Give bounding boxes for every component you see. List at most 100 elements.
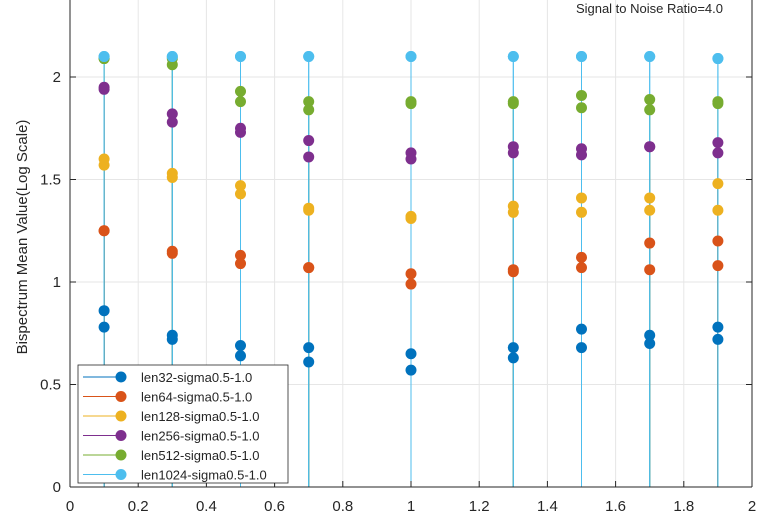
legend-item[interactable]: len64-sigma0.5-1.0 (83, 390, 252, 405)
y-tick-label: 0 (53, 479, 61, 496)
legend-box (77, 364, 289, 484)
x-tick-label: 0.2 (128, 498, 149, 515)
len128-point (235, 180, 246, 192)
len64-point (405, 268, 417, 280)
len512-point (405, 98, 417, 110)
len64-point (712, 235, 724, 247)
len128-point (235, 188, 246, 200)
len256-point (166, 108, 178, 120)
len1024-point (576, 51, 587, 62)
len32-point (405, 348, 417, 360)
legend-marker-icon (115, 371, 127, 383)
x-tick-label: 2 (748, 498, 756, 515)
len64-point (235, 249, 246, 261)
len32-point (166, 333, 178, 345)
legend-label: len128-sigma0.5-1.0 (141, 409, 260, 424)
x-tick-label: 0 (66, 498, 74, 515)
len64-point (166, 247, 178, 259)
legend-label: len256-sigma0.5-1.0 (141, 429, 260, 444)
len64-point (576, 251, 587, 263)
len256-point (166, 116, 178, 128)
len128-point (644, 204, 656, 216)
len32-point (507, 342, 519, 354)
len256-point (576, 149, 587, 161)
len512-point (507, 98, 519, 110)
snr-annotation: Signal to Noise Ratio=4.0 (576, 1, 723, 16)
len512-point (166, 59, 178, 71)
len32-point (576, 323, 587, 335)
len512-point (576, 102, 587, 114)
legend-item[interactable]: len512-sigma0.5-1.0 (83, 448, 260, 463)
legend-label: len64-sigma0.5-1.0 (141, 390, 252, 405)
legend-label: len32-sigma0.5-1.0 (141, 370, 252, 385)
len64-point (507, 266, 519, 278)
len256-point (235, 126, 246, 138)
legend-item[interactable]: len256-sigma0.5-1.0 (83, 429, 260, 444)
legend-marker-icon (115, 430, 127, 441)
x-tick-label: 1.4 (537, 498, 558, 515)
len32-point (98, 305, 110, 317)
len256-point (712, 147, 724, 159)
legend[interactable]: len32-sigma0.5-1.0 len64-sigma0.5-1.0 len1… (77, 364, 289, 484)
x-tick-label: 1.8 (673, 498, 694, 515)
len512-point (576, 89, 587, 101)
len32-point (507, 352, 519, 364)
len1024-point (507, 51, 519, 62)
len512-point (644, 104, 656, 116)
y-tick-label: 2 (53, 69, 61, 86)
len128-point (166, 171, 178, 183)
legend-item[interactable]: len1024-sigma0.5-1.0 (83, 468, 267, 483)
len128-point (712, 178, 724, 190)
legend-label: len512-sigma0.5-1.0 (141, 448, 260, 463)
x-tick-label: 1 (407, 498, 415, 515)
len128-point (303, 204, 315, 216)
x-tick-label: 0.6 (264, 498, 285, 515)
len512-point (712, 98, 724, 110)
legend-marker-icon (115, 469, 127, 480)
len256-point (303, 151, 315, 163)
legend-item[interactable]: len128-sigma0.5-1.0 (83, 409, 260, 424)
len256-point (507, 147, 519, 159)
legend-marker-icon (115, 449, 127, 461)
len64-point (98, 225, 110, 237)
len1024-point (235, 51, 246, 62)
len512-point (235, 85, 246, 97)
len64-point (644, 237, 656, 249)
len256-point (644, 141, 656, 153)
len128-point (507, 206, 519, 218)
len32-point (235, 350, 246, 362)
len256-point (405, 153, 417, 165)
y-tick-label: 1 (53, 274, 61, 291)
len64-point (644, 264, 656, 276)
len32-point (235, 340, 246, 352)
len512-point (303, 96, 315, 108)
len1024-point (405, 51, 417, 62)
len512-point (235, 96, 246, 108)
x-tick-label: 1.2 (469, 498, 490, 515)
len1024-point (303, 51, 315, 62)
x-tick-label: 1.6 (605, 498, 626, 515)
legend-marker-icon (115, 410, 127, 422)
len128-point (576, 192, 587, 204)
len32-point (712, 321, 724, 333)
len1024-point (644, 51, 656, 62)
len512-point (644, 94, 656, 106)
len32-point (644, 338, 656, 349)
x-tick-label: 0.8 (332, 498, 353, 515)
len32-point (303, 342, 315, 354)
len64-point (303, 262, 315, 274)
len32-point (303, 356, 315, 368)
len128-point (405, 212, 417, 224)
y-axis-label: Bispectrum Mean Value(Log Scale) (14, 120, 31, 355)
len128-point (712, 204, 724, 216)
legend-item[interactable]: len32-sigma0.5-1.0 (83, 370, 252, 385)
len32-point (644, 329, 656, 341)
len256-point (303, 135, 315, 147)
y-tick-label: 0.5 (40, 377, 61, 394)
len32-point (405, 364, 417, 376)
len1024-point (166, 51, 178, 62)
len512-point (303, 104, 315, 116)
len256-point (98, 83, 110, 95)
markers (98, 51, 724, 376)
len32-point (712, 333, 724, 345)
